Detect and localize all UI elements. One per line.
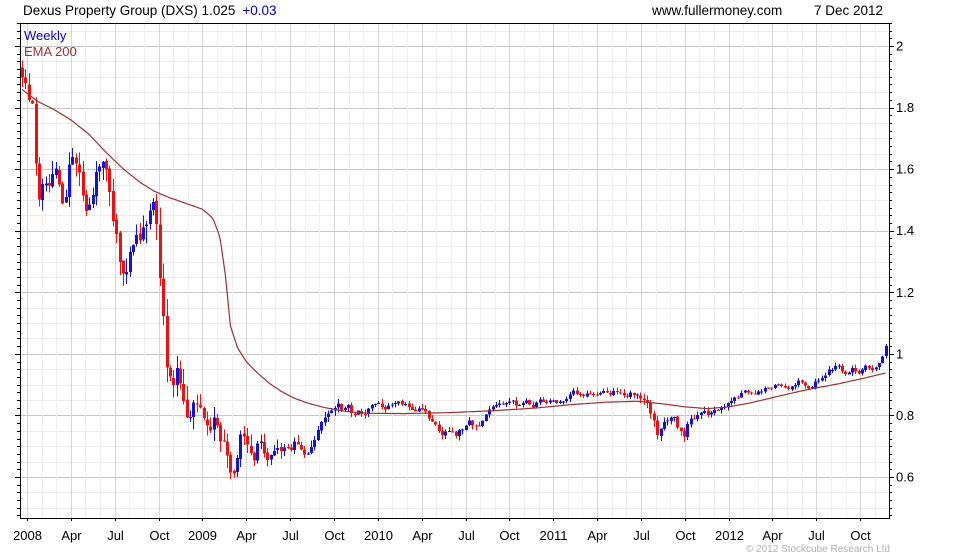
x-axis-label: Jul [458, 528, 475, 543]
price-change: +0.03 [242, 3, 277, 18]
x-axis-label: 2012 [715, 528, 744, 543]
y-axis-label: 0.8 [896, 408, 914, 423]
y-axis-label: 1.8 [896, 100, 914, 115]
x-axis-label: 2009 [188, 528, 217, 543]
x-axis-label: Apr [587, 528, 608, 543]
plot-border [20, 23, 890, 519]
x-axis-label: Apr [236, 528, 257, 543]
y-axis-label: 1 [896, 346, 903, 361]
axis-labels: 2 1.8 1.6 1.4 1.2 1 0.8 0.6 2008 Apr Jul Oct 2009 Apr… [13, 39, 914, 544]
grid-layer [20, 23, 889, 518]
ema-200-path [21, 88, 886, 415]
legend-ema: EMA 200 [24, 44, 77, 59]
x-axis-label: Oct [499, 528, 520, 543]
y-axis-label: 0.6 [896, 470, 914, 485]
x-axis-label: 2008 [13, 528, 42, 543]
x-axis-label: Jul [282, 528, 299, 543]
x-axis-label: Oct [675, 528, 696, 543]
x-axis-label: 2011 [540, 528, 568, 543]
y-axis-label: 1.4 [896, 223, 914, 238]
x-axis-label: Jul [633, 528, 650, 543]
y-axis-label: 1.2 [896, 285, 914, 300]
x-axis-label: 2010 [364, 528, 393, 543]
y-axis-label: 2 [896, 39, 903, 54]
y-axis-label: 1.6 [896, 162, 914, 177]
axes-layer [15, 23, 894, 521]
x-axis-label: Oct [149, 528, 170, 543]
instrument-title: Dexus Property Group (DXS) 1.025 [23, 3, 236, 18]
x-axis-label: Oct [850, 528, 871, 543]
x-axis-label: Jul [808, 528, 825, 543]
legend-timeframe: Weekly [24, 28, 67, 43]
x-axis-label: Apr [61, 528, 82, 543]
candlestick-series [21, 60, 888, 479]
x-axis-label: Apr [762, 528, 783, 543]
x-axis-label: Oct [324, 528, 345, 543]
x-axis-label: Jul [107, 528, 124, 543]
provider-url: www.fullermoney.com [652, 3, 783, 18]
chart-date: 7 Dec 2012 [814, 3, 884, 18]
title-bar: Dexus Property Group (DXS) 1.025 +0.03 [23, 3, 277, 18]
x-axis-label: Apr [412, 528, 433, 543]
ema-line [21, 88, 886, 415]
copyright-notice: © 2012 Stockcube Research Ltd [745, 544, 890, 555]
